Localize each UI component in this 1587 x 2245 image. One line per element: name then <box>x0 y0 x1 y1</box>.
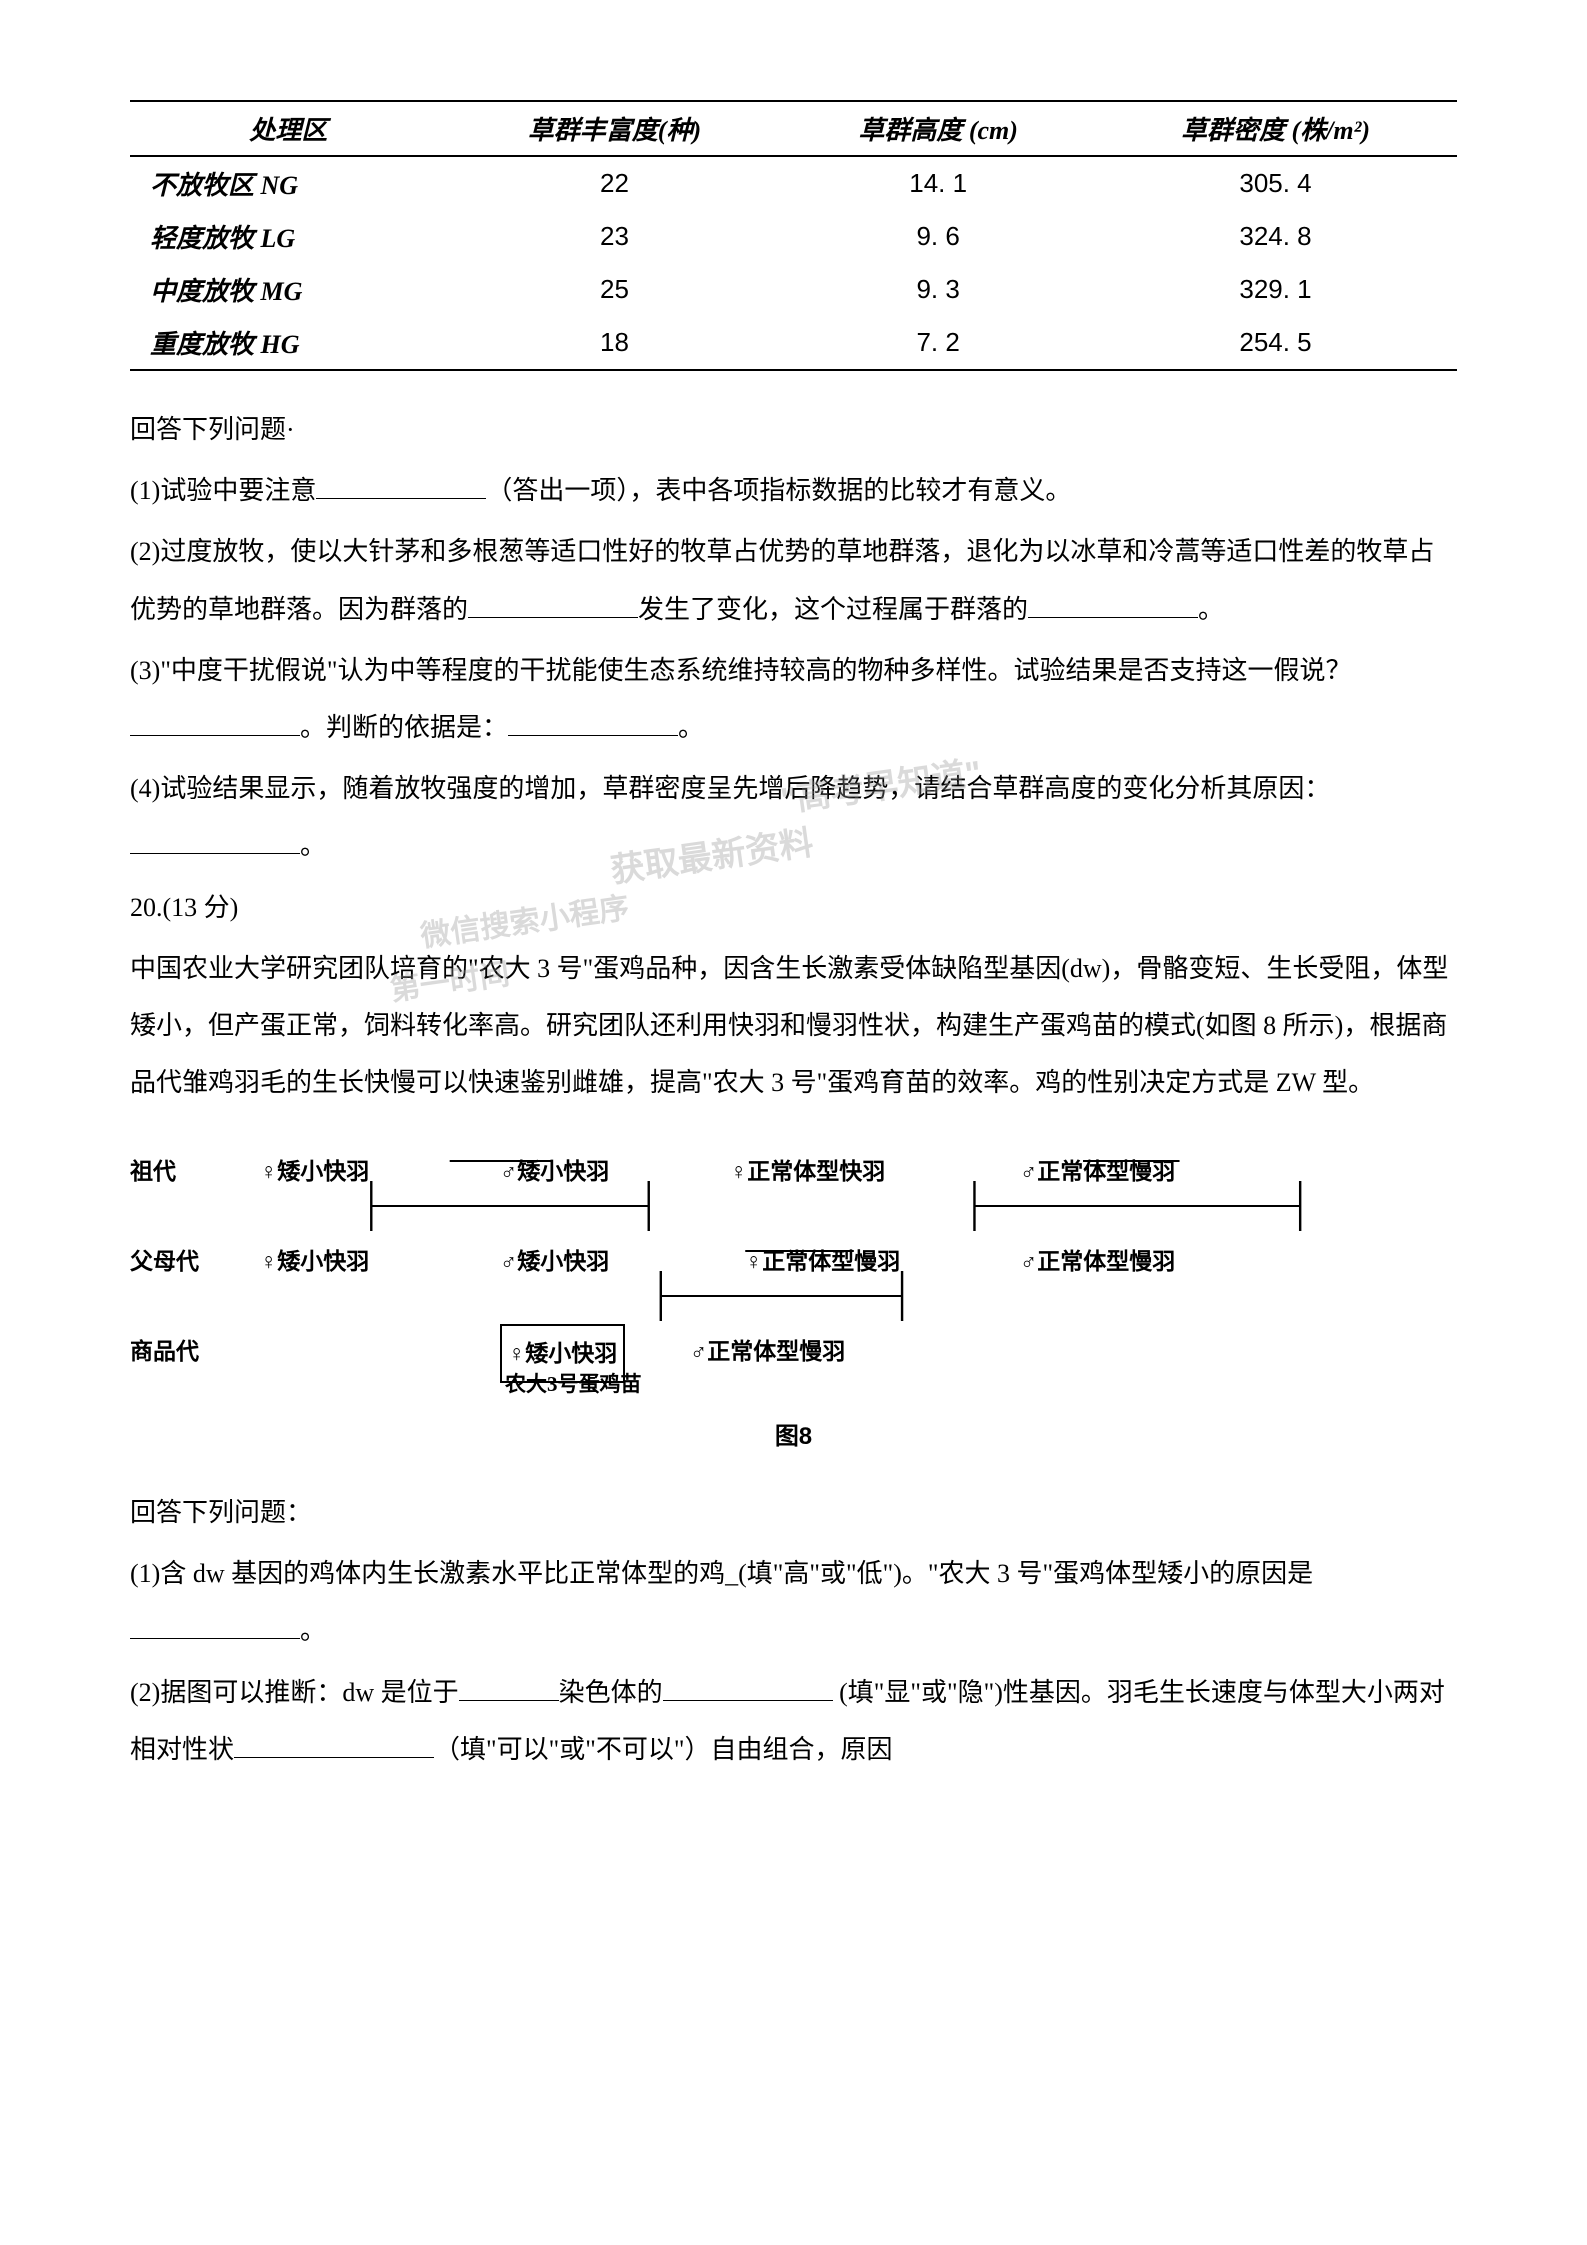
q4-text-b: 。 <box>300 831 326 860</box>
col-header: 草群高度 (cm) <box>782 101 1094 156</box>
breed-node: ♀矮小快羽 <box>260 1146 369 1197</box>
cell: 324. 8 <box>1094 210 1457 263</box>
blank-fill[interactable] <box>1028 594 1198 618</box>
q4-text-a: (4)试验结果显示，随着放牧强度的增加，草群密度呈先增后降趋势，请结合草群高度的… <box>130 774 1330 803</box>
q2-text-c: 。 <box>1198 595 1224 624</box>
generation-label: 祖代 <box>130 1146 176 1197</box>
cell: 329. 1 <box>1094 263 1457 316</box>
breed-node: ♂正常体型慢羽 <box>690 1326 845 1377</box>
q3-text-b: 。判断的依据是： <box>300 713 508 742</box>
table-row: 不放牧区 NG 22 14. 1 305. 4 <box>130 156 1457 210</box>
blank-fill[interactable] <box>468 594 638 618</box>
answer-prompt-2: 回答下列问题： <box>130 1484 1457 1541</box>
question-20-body: 中国农业大学研究团队培育的"农大 3 号"蛋鸡品种，因含生长激素受体缺陷型基因(… <box>130 940 1457 1112</box>
question-4: (4)试验结果显示，随着放牧强度的增加，草群密度呈先增后降趋势，请结合草群高度的… <box>130 760 1457 874</box>
cell: 9. 6 <box>782 210 1094 263</box>
q20-2-text-a: (2)据图可以推断：dw 是位于 <box>130 1678 459 1707</box>
blank-fill[interactable] <box>663 1677 833 1701</box>
cell: 305. 4 <box>1094 156 1457 210</box>
blank-fill[interactable] <box>234 1734 434 1758</box>
q2-text-b: 发生了变化，这个过程属于群落的 <box>638 595 1028 624</box>
blank-fill[interactable] <box>459 1677 559 1701</box>
question-20-1: (1)含 dw 基因的鸡体内生长激素水平比正常体型的鸡_(填"高"或"低")。"… <box>130 1545 1457 1659</box>
table-header-row: 处理区 草群丰富度(种) 草群高度 (cm) 草群密度 (株/m²) <box>130 101 1457 156</box>
breed-node: ♀正常体型慢羽 <box>745 1236 900 1287</box>
blank-fill[interactable] <box>130 712 300 736</box>
col-header: 草群丰富度(种) <box>447 101 783 156</box>
breed-node: ♀正常体型快羽 <box>730 1146 885 1197</box>
q20-2-text-b: 染色体的 <box>559 1678 663 1707</box>
q20-1-text-b: 。 <box>300 1616 326 1645</box>
q20-1-text-a: (1)含 dw 基因的鸡体内生长激素水平比正常体型的鸡_(填"高"或"低")。"… <box>130 1559 1313 1588</box>
cell: 25 <box>447 263 783 316</box>
generation-label: 商品代 <box>130 1326 199 1377</box>
cell: 7. 2 <box>782 316 1094 370</box>
question-20-number: 20.(13 分) <box>130 879 1457 936</box>
table-row: 轻度放牧 LG 23 9. 6 324. 8 <box>130 210 1457 263</box>
breed-node: ♂矮小快羽 <box>500 1146 609 1197</box>
question-20-2: (2)据图可以推断：dw 是位于染色体的 (填"显"或"隐")性基因。羽毛生长速… <box>130 1664 1457 1778</box>
breed-node: ♂正常体型慢羽 <box>1020 1236 1175 1287</box>
cell: 22 <box>447 156 783 210</box>
col-header: 处理区 <box>130 101 447 156</box>
cell: 14. 1 <box>782 156 1094 210</box>
sub-caption: 农大3号蛋鸡苗 <box>505 1361 642 1407</box>
generation-label: 父母代 <box>130 1236 199 1287</box>
cell: 254. 5 <box>1094 316 1457 370</box>
cell: 不放牧区 NG <box>130 156 447 210</box>
q1-text-b: （答出一项），表中各项指标数据的比较才有意义。 <box>486 476 1071 505</box>
cell: 23 <box>447 210 783 263</box>
breeding-diagram: 祖代 父母代 商品代 ♀矮小快羽 ♂矮小快羽 ♀正常体型快羽 ♂正常体型慢羽 ♀… <box>130 1136 1457 1396</box>
question-3: (3)"中度干扰假说"认为中等程度的干扰能使生态系统维持较高的物种多样性。试验结… <box>130 642 1457 756</box>
q3-text-a: (3)"中度干扰假说"认为中等程度的干扰能使生态系统维持较高的物种多样性。试验结… <box>130 656 1352 685</box>
answer-prompt: 回答下列问题· <box>130 401 1457 458</box>
question-content: 回答下列问题· (1)试验中要注意 （答出一项），表中各项指标数据的比较才有意义。… <box>130 401 1457 1778</box>
cell: 轻度放牧 LG <box>130 210 447 263</box>
grazing-data-table: 处理区 草群丰富度(种) 草群高度 (cm) 草群密度 (株/m²) 不放牧区 … <box>130 100 1457 371</box>
table-row: 中度放牧 MG 25 9. 3 329. 1 <box>130 263 1457 316</box>
blank-fill[interactable] <box>316 475 486 499</box>
q3-text-c: 。 <box>678 713 704 742</box>
question-1: (1)试验中要注意 （答出一项），表中各项指标数据的比较才有意义。 <box>130 462 1457 519</box>
col-header: 草群密度 (株/m²) <box>1094 101 1457 156</box>
watermark-area: "高考早知道" 获取最新资料 微信搜索小程序 第一时间 (4)试验结果显示，随着… <box>130 760 1457 1111</box>
blank-fill[interactable] <box>130 1615 300 1639</box>
blank-fill[interactable] <box>130 830 300 854</box>
breed-node: ♀矮小快羽 <box>260 1236 369 1287</box>
breed-node: ♂正常体型慢羽 <box>1020 1146 1175 1197</box>
cell: 18 <box>447 316 783 370</box>
breed-node: ♂矮小快羽 <box>500 1236 609 1287</box>
figure-caption: 图8 <box>130 1411 1457 1464</box>
cell: 9. 3 <box>782 263 1094 316</box>
blank-fill[interactable] <box>508 712 678 736</box>
q20-2-text-d: （填"可以"或"不可以"）自由组合，原因 <box>434 1735 892 1764</box>
question-2: (2)过度放牧，使以大针茅和多根葱等适口性好的牧草占优势的草地群落，退化为以冰草… <box>130 523 1457 637</box>
cell: 重度放牧 HG <box>130 316 447 370</box>
cell: 中度放牧 MG <box>130 263 447 316</box>
q1-text-a: (1)试验中要注意 <box>130 476 316 505</box>
table-row: 重度放牧 HG 18 7. 2 254. 5 <box>130 316 1457 370</box>
